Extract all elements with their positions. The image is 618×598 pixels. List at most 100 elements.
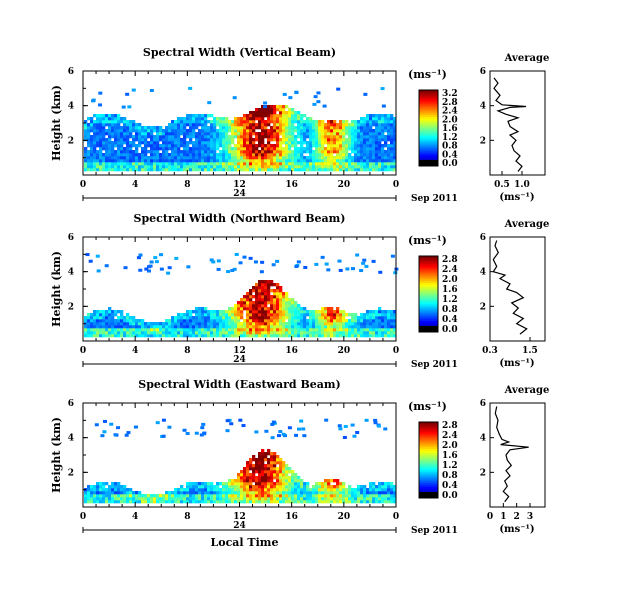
- colorbar-segment: [419, 128, 438, 131]
- colorbar-segment: [419, 122, 438, 125]
- profile-y-tick-label: 6: [480, 67, 486, 77]
- colorbar-segment: [419, 158, 438, 161]
- colorbar-frame: [418, 89, 439, 167]
- x-tick-label: 0: [393, 512, 399, 522]
- colorbar-segment: [419, 116, 438, 119]
- x-tick-label: 20: [338, 346, 351, 356]
- colorbar-segment: [419, 480, 438, 484]
- x-tick-label: 8: [184, 346, 190, 356]
- x-tick-label: 0: [80, 180, 86, 190]
- y-tick-label: 6: [68, 67, 74, 77]
- heatmap-field: [84, 252, 399, 338]
- colorbar-segment: [419, 303, 438, 306]
- colorbar-segment: [419, 118, 438, 121]
- colorbar-segment: [419, 442, 438, 446]
- y-tick-label: 2: [68, 468, 74, 478]
- profile-line: [492, 240, 528, 335]
- colorbar-frame: [418, 255, 439, 333]
- colorbar-frame: [418, 421, 439, 499]
- x-tick-label: 8: [184, 512, 190, 522]
- colorbar-segment: [419, 441, 438, 444]
- x-tick-label: 4: [132, 180, 138, 190]
- colorbar-segment: [419, 316, 438, 320]
- colorbar-tick-label: 0.4: [442, 315, 458, 325]
- colorbar-tick-label: 2.8: [442, 255, 458, 265]
- profile-x-tick-label: 0.3: [482, 346, 498, 356]
- colorbar-segment: [419, 448, 438, 451]
- y-tick-label: 2: [68, 136, 74, 146]
- colorbar-segment: [419, 295, 438, 299]
- date-label: Sep 2011: [411, 526, 458, 536]
- colorbar-segment: [419, 460, 438, 463]
- colorbar-segment: [419, 465, 438, 468]
- x-tick-label: 16: [285, 346, 298, 356]
- colorbar-tick-label: 1.6: [442, 124, 458, 134]
- profile-frame: [489, 70, 546, 176]
- date-marker: 24: [233, 355, 246, 365]
- colorbar-tick-label: 2.8: [442, 98, 458, 108]
- colorbar-segment: [419, 427, 438, 430]
- date-label: Sep 2011: [411, 194, 458, 204]
- colorbar-segment: [419, 486, 438, 489]
- colorbar-tick-label: 2.0: [442, 275, 458, 285]
- colorbar-segment: [419, 265, 438, 268]
- x-tick-label: 12: [233, 180, 246, 190]
- y-tick-label: 4: [68, 434, 74, 444]
- date-label: Sep 2011: [411, 360, 458, 370]
- colorbar-tick-label: 1.2: [442, 133, 458, 143]
- profile-line: [493, 77, 527, 172]
- colorbar-segment: [419, 454, 438, 457]
- x-tick-label: 4: [132, 512, 138, 522]
- colorbar-segment: [419, 259, 438, 263]
- colorbar-segment: [419, 137, 438, 140]
- colorbar-segment: [419, 484, 438, 487]
- colorbar-tick-label: 3.2: [442, 89, 458, 99]
- colorbar-segment: [419, 433, 438, 436]
- colorbar-tick-label: 0.4: [442, 150, 458, 160]
- colorbar-segment: [419, 475, 438, 478]
- colorbar-segment: [419, 473, 438, 476]
- x-tick-label: 4: [132, 346, 138, 356]
- profile-x-label: (ms⁻¹): [499, 192, 534, 203]
- colorbar-tick-label: 1.2: [442, 295, 458, 305]
- profile-x-tick-label: 2: [514, 512, 520, 522]
- colorbar-tick-label: 2.4: [442, 265, 458, 275]
- colorbar-segment: [419, 469, 438, 472]
- colorbar-segment: [419, 314, 438, 318]
- colorbar-segment: [419, 276, 438, 280]
- profile-y-tick-label: 6: [480, 233, 486, 243]
- colorbar-segment: [419, 90, 438, 93]
- colorbar-segment: [419, 425, 438, 429]
- x-tick-label: 0: [393, 346, 399, 356]
- colorbar-segment: [419, 282, 438, 285]
- colorbar-segment: [419, 126, 438, 129]
- colorbar-tick-label: 0.8: [442, 305, 458, 315]
- colorbar-segment: [419, 488, 438, 491]
- heatmap-field: [84, 86, 397, 172]
- x-tick-label: 12: [233, 512, 246, 522]
- profile-y-tick-label: 6: [480, 399, 486, 409]
- colorbar-segment: [419, 97, 438, 100]
- panel-title: Spectral Width (Vertical Beam): [143, 46, 336, 59]
- colorbar-segment: [419, 461, 438, 465]
- colorbar-segment: [419, 305, 438, 308]
- colorbar-unit: (ms⁻¹): [408, 400, 447, 413]
- y-tick-label: 6: [68, 233, 74, 243]
- y-axis-label: Height (km): [50, 85, 63, 161]
- colorbar-segment: [419, 439, 438, 442]
- panel-title: Spectral Width (Eastward Beam): [138, 378, 340, 391]
- profile-x-label: (ms⁻¹): [499, 358, 534, 369]
- colorbar: (ms⁻¹) 0.00.40.81.21.62.02.42.83.2: [408, 68, 458, 169]
- colorbar-floor: [419, 326, 438, 332]
- colorbar-segment: [419, 490, 438, 493]
- colorbar-segment: [419, 152, 438, 155]
- colorbar-segment: [419, 156, 438, 159]
- y-tick-label: 6: [68, 399, 74, 409]
- colorbar-segment: [419, 145, 438, 148]
- colorbar-segment: [419, 261, 438, 264]
- colorbar-tick-label: 0.4: [442, 481, 458, 491]
